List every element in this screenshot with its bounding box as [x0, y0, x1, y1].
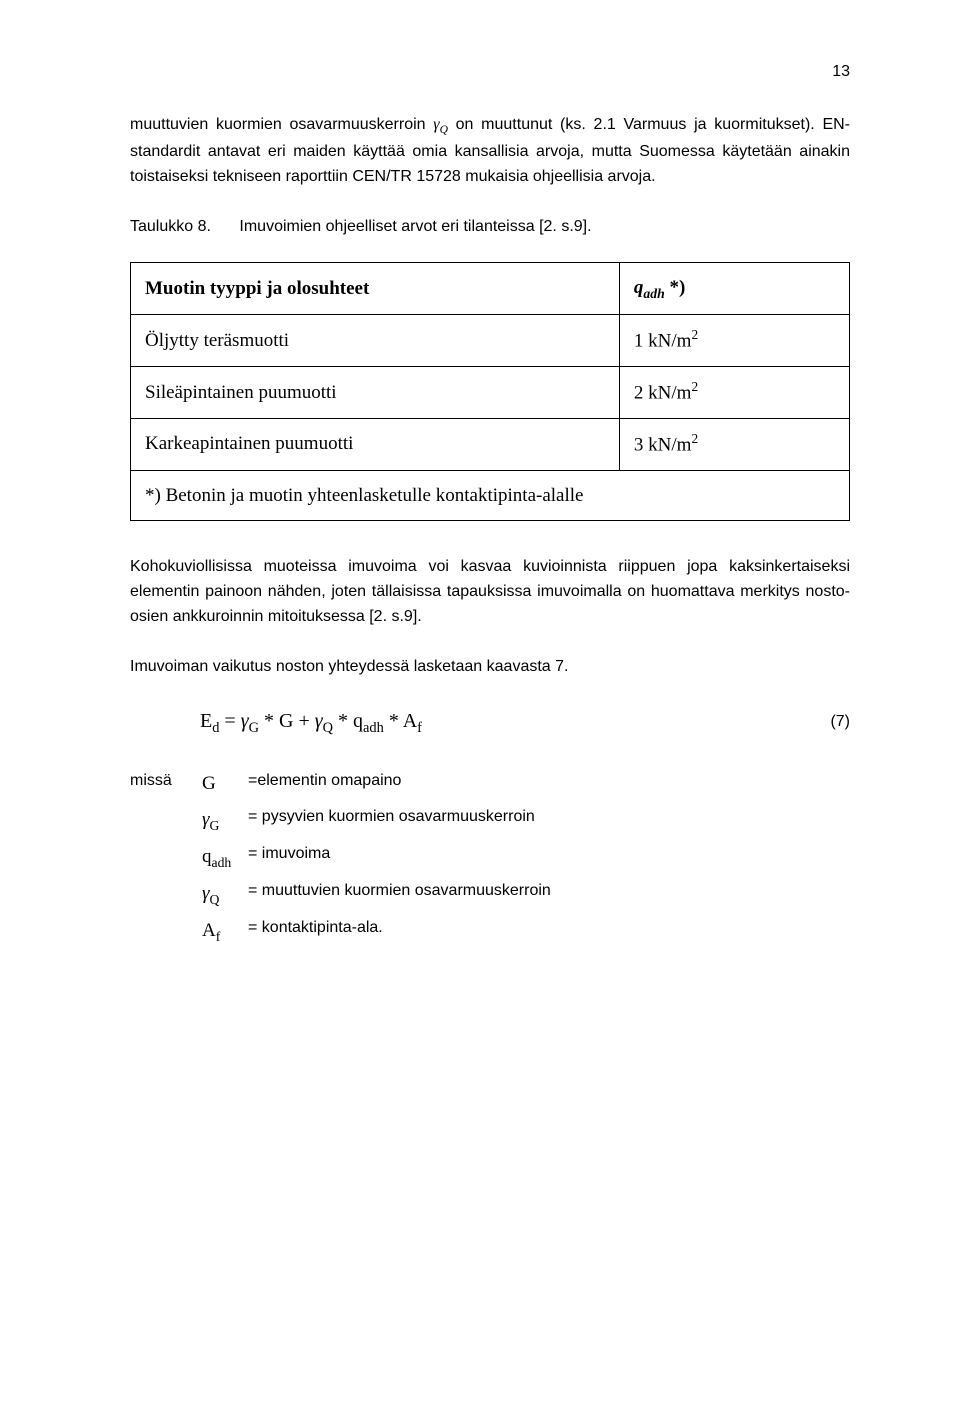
table-caption-label: Taulukko 8. — [130, 218, 211, 235]
where-label: missä — [130, 769, 202, 798]
eq-g1: γ — [241, 710, 249, 732]
val-sup: 2 — [691, 431, 698, 446]
cell-value: 3 kN/m2 — [619, 418, 849, 470]
paragraph-2: Kohokuviollisissa muoteissa imuvoima voi… — [130, 555, 850, 629]
where-sym-Af: Af — [202, 916, 248, 947]
eq-g1-sub: G — [249, 720, 259, 736]
where-sym-gQ: γQ — [202, 879, 248, 910]
table-caption: Taulukko 8. Imuvoimien ohjeelliset arvot… — [130, 215, 850, 240]
adhesion-table: Muotin tyyppi ja olosuhteet qadh *) Öljy… — [130, 262, 850, 521]
equation-row: Ed = γG * G + γQ * qadh * Af (7) — [130, 706, 850, 739]
where-block: missä G =elementin omapaino γG = pysyvie… — [130, 769, 850, 946]
equation: Ed = γG * G + γQ * qadh * Af — [200, 706, 830, 739]
eq-g2: γ — [315, 710, 323, 732]
where-sym-qadh: qadh — [202, 842, 248, 873]
where-sym-G: G — [202, 769, 248, 798]
sub: Q — [210, 892, 220, 907]
table-footnote: *) Betonin ja muotin yhteenlasketulle ko… — [131, 470, 850, 520]
eq-q: q — [353, 710, 363, 732]
sym: γ — [202, 809, 210, 830]
table-row: Sileäpintainen puumuotti 2 kN/m2 — [131, 366, 850, 418]
val-text: 2 kN/m — [634, 382, 692, 403]
where-row: Af = kontaktipinta-ala. — [202, 916, 850, 947]
eq-g2-sub: Q — [323, 720, 333, 736]
sub: G — [210, 818, 220, 833]
table-row: Öljytty teräsmuotti 1 kN/m2 — [131, 315, 850, 367]
eq-G: G — [279, 710, 293, 732]
hdr-star: *) — [665, 277, 686, 298]
where-row: qadh = imuvoima — [202, 842, 850, 873]
paragraph-3: Imuvoiman vaikutus noston yhteydessä las… — [130, 655, 850, 680]
cell-name: Öljytty teräsmuotti — [131, 315, 620, 367]
cell-value: 2 kN/m2 — [619, 366, 849, 418]
where-row: missä G =elementin omapaino — [130, 769, 850, 798]
cell-value: 1 kN/m2 — [619, 315, 849, 367]
val-sup: 2 — [691, 327, 698, 342]
sym: A — [202, 920, 216, 941]
where-def-gG: = pysyvien kuormien osavarmuuskerroin — [248, 805, 850, 836]
cell-name: Sileäpintainen puumuotti — [131, 366, 620, 418]
where-sym-gG: γG — [202, 805, 248, 836]
sym: q — [202, 846, 212, 867]
table-header-right: qadh *) — [619, 263, 849, 315]
eq-q-sub: adh — [363, 720, 384, 736]
where-def-G: =elementin omapaino — [248, 769, 850, 798]
eq-A: A — [403, 710, 417, 732]
sym: γ — [202, 883, 210, 904]
para1-sub: Q — [440, 124, 448, 136]
eq-star2: * — [333, 710, 353, 732]
sub: f — [216, 929, 221, 944]
equation-number: (7) — [830, 710, 850, 735]
eq-A-sub: f — [417, 720, 422, 736]
paragraph-1: muuttuvien kuormien osavarmuuskerroin γQ… — [130, 113, 850, 190]
hdr-sym: q — [634, 277, 644, 298]
table-caption-text: Imuvoimien ohjeelliset arvot eri tilante… — [239, 218, 591, 235]
table-header-row: Muotin tyyppi ja olosuhteet qadh *) — [131, 263, 850, 315]
eq-plus: + — [293, 710, 314, 732]
eq-eq: = — [219, 710, 240, 732]
page-number: 13 — [130, 60, 850, 85]
cell-name: Karkeapintainen puumuotti — [131, 418, 620, 470]
eq-lhs: E — [200, 710, 212, 732]
table-row: Karkeapintainen puumuotti 3 kN/m2 — [131, 418, 850, 470]
where-def-Af: = kontaktipinta-ala. — [248, 916, 850, 947]
table-footnote-row: *) Betonin ja muotin yhteenlasketulle ko… — [131, 470, 850, 520]
table-header-left: Muotin tyyppi ja olosuhteet — [131, 263, 620, 315]
val-text: 3 kN/m — [634, 434, 692, 455]
val-sup: 2 — [691, 379, 698, 394]
eq-star3: * — [384, 710, 403, 732]
para1-text-a: muuttuvien kuormien osavarmuuskerroin — [130, 116, 433, 133]
hdr-sub: adh — [643, 286, 664, 301]
where-row: γQ = muuttuvien kuormien osavarmuuskerro… — [202, 879, 850, 910]
sub: adh — [212, 855, 232, 870]
where-def-gQ: = muuttuvien kuormien osavarmuuskerroin — [248, 879, 850, 910]
eq-star1: * — [259, 710, 279, 732]
where-row: γG = pysyvien kuormien osavarmuuskerroin — [202, 805, 850, 836]
where-def-qadh: = imuvoima — [248, 842, 850, 873]
val-text: 1 kN/m — [634, 331, 692, 352]
